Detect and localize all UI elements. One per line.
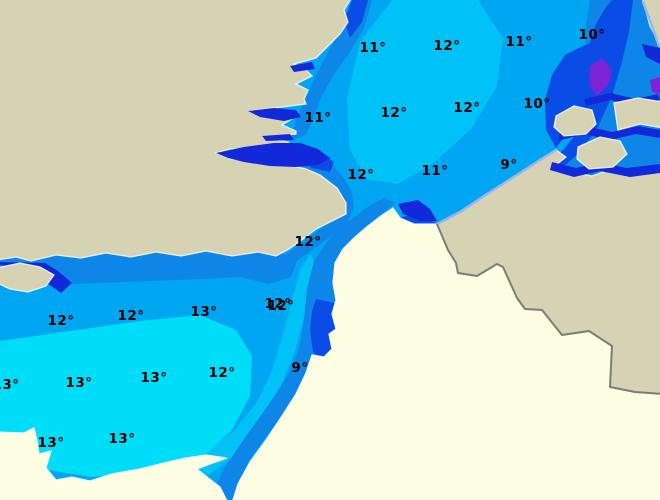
france-belgium-border — [436, 223, 660, 395]
isle-of-wight — [0, 262, 55, 293]
temperature-label: 10° — [523, 96, 550, 112]
temperature-label: 13° — [190, 304, 217, 320]
temperature-label: 10° — [578, 27, 605, 43]
stour-estuary — [290, 62, 315, 72]
sea-patch-purple-delta — [589, 58, 612, 96]
temperature-label: 12° — [433, 38, 460, 54]
sea-band-light-north — [347, 0, 503, 184]
crouch-estuary — [262, 134, 294, 141]
temperature-label: 11° — [421, 163, 448, 179]
sea-band-warm-channel — [0, 315, 252, 477]
delta-island-north — [553, 105, 597, 137]
corner-coast-fringe — [641, 0, 660, 48]
sea-band-medium-france — [209, 198, 395, 500]
sea-band-light-channel — [158, 254, 316, 491]
temperature-label: 12° — [47, 313, 74, 329]
sea-patch-purple-edge — [650, 77, 660, 94]
blackwater-estuary — [248, 108, 301, 121]
temperature-label: 12° — [453, 100, 480, 116]
temperature-label: 12° — [264, 296, 291, 312]
temperature-label: 9° — [291, 360, 308, 376]
delta-mainland-piece — [613, 97, 660, 131]
belgian-coast-fringe — [435, 148, 558, 226]
temperature-label: 13° — [65, 375, 92, 391]
westerschelde-channel — [550, 162, 660, 177]
sea-band-cold-suffolk — [344, 0, 368, 38]
temperature-label: 12° — [117, 308, 144, 324]
temperature-label: 11° — [505, 34, 532, 50]
temperature-label: 12° — [267, 298, 294, 314]
temperature-label: 13° — [0, 377, 20, 393]
temperature-label: 9° — [500, 157, 517, 173]
temperature-label: 12° — [380, 105, 407, 121]
thames-estuary — [216, 143, 330, 167]
sea-band-medium-kent — [284, 142, 354, 262]
sea-patch-navy-corner — [642, 44, 660, 64]
solent-estuary — [0, 262, 72, 293]
temperature-label: 12° — [208, 365, 235, 381]
temperature-label: 13° — [37, 435, 64, 451]
normandy-landmass — [0, 427, 228, 500]
temperature-label: 13° — [140, 370, 167, 386]
temperature-label: 11° — [359, 40, 386, 56]
temperature-label: 11° — [304, 110, 331, 126]
temperature-label: 13° — [108, 431, 135, 447]
sea-patch-navy-calais — [398, 200, 437, 221]
temperature-labels: 11° 12° 11° 10° 11° 12° 12° 10° 12° 11° 9° 12° 12° 9°… — [0, 27, 605, 451]
temperature-label: 12° — [294, 234, 321, 250]
temperature-label: 12° — [347, 167, 374, 183]
delta-island-south — [576, 136, 628, 170]
